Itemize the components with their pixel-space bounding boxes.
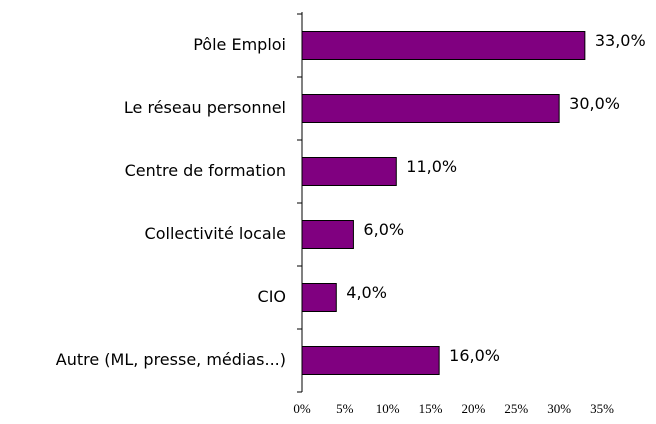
bar — [301, 94, 560, 123]
bar — [301, 31, 586, 60]
data-label: 6,0% — [363, 220, 404, 239]
y-tick-label: Centre de formation — [125, 161, 286, 180]
bar — [301, 283, 337, 312]
x-tick-label: 10% — [376, 401, 400, 416]
data-label: 30,0% — [569, 94, 620, 113]
bar — [301, 157, 397, 186]
bar — [301, 220, 354, 249]
x-tick-label: 35% — [590, 401, 614, 416]
x-tick-label: 20% — [462, 401, 486, 416]
y-tick-label: Le réseau personnel — [124, 98, 286, 117]
y-tick-label: Pôle Emploi — [193, 35, 286, 54]
x-tick-label: 25% — [504, 401, 528, 416]
y-tick-label: Collectivité locale — [145, 224, 286, 243]
data-label: 11,0% — [406, 157, 457, 176]
x-tick-label: 30% — [547, 401, 571, 416]
x-tick-label: 5% — [336, 401, 354, 416]
y-tick-label: CIO — [258, 287, 286, 306]
x-tick-label: 0% — [293, 401, 311, 416]
data-label: 4,0% — [346, 283, 387, 302]
x-tick-label: 15% — [419, 401, 443, 416]
data-label: 33,0% — [595, 31, 646, 50]
bar — [301, 346, 440, 375]
data-label: 16,0% — [449, 346, 500, 365]
y-tick-label: Autre (ML, presse, médias...) — [56, 350, 286, 369]
